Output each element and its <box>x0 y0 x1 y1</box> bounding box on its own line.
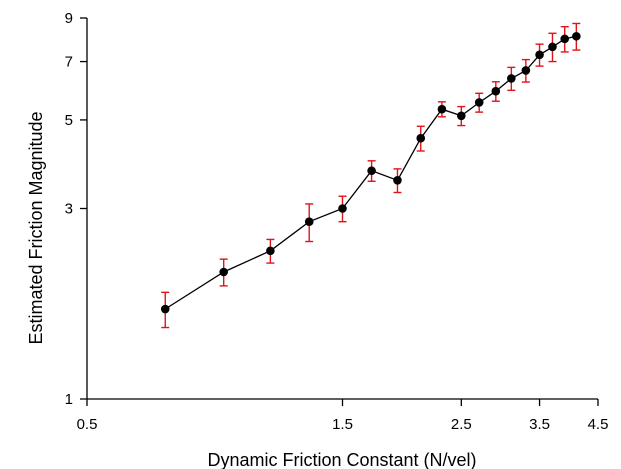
data-point <box>491 86 501 96</box>
x-tick-label: 1.5 <box>332 416 353 433</box>
error-bars-group <box>161 22 581 329</box>
data-point <box>507 74 516 83</box>
data-point <box>457 111 466 121</box>
y-tick-label: 7 <box>65 54 73 71</box>
data-point <box>367 166 376 176</box>
x-tick-label: 3.5 <box>529 416 550 433</box>
data-point <box>393 175 402 185</box>
y-axis-title: Estimated Friction Magnitude <box>26 111 46 344</box>
y-axis-ticks: 1 3 5 7 9 <box>65 10 87 408</box>
x-tick-label: 2.5 <box>451 416 472 433</box>
data-point <box>266 246 275 256</box>
data-point <box>535 50 544 60</box>
data-point <box>548 42 557 52</box>
y-tick-label: 1 <box>65 391 73 408</box>
data-point <box>338 204 347 213</box>
data-point <box>304 217 314 227</box>
y-tick-label: 5 <box>65 112 73 129</box>
x-axis-title: Dynamic Friction Constant (N/vel) <box>207 450 476 469</box>
data-point <box>521 66 531 75</box>
data-point <box>572 31 581 41</box>
data-point <box>437 104 447 114</box>
x-axis-ticks: 0.5 1.5 2.5 3.5 4.5 <box>77 399 609 433</box>
data-point <box>474 98 484 107</box>
x-tick-label: 0.5 <box>77 416 98 433</box>
data-points-group <box>160 31 581 314</box>
data-point <box>219 267 228 277</box>
y-tick-label: 3 <box>65 201 73 218</box>
data-point <box>160 304 170 314</box>
y-tick-label: 9 <box>65 10 73 27</box>
data-point <box>560 34 570 44</box>
x-tick-label: 4.5 <box>588 416 609 433</box>
data-point <box>416 133 426 143</box>
